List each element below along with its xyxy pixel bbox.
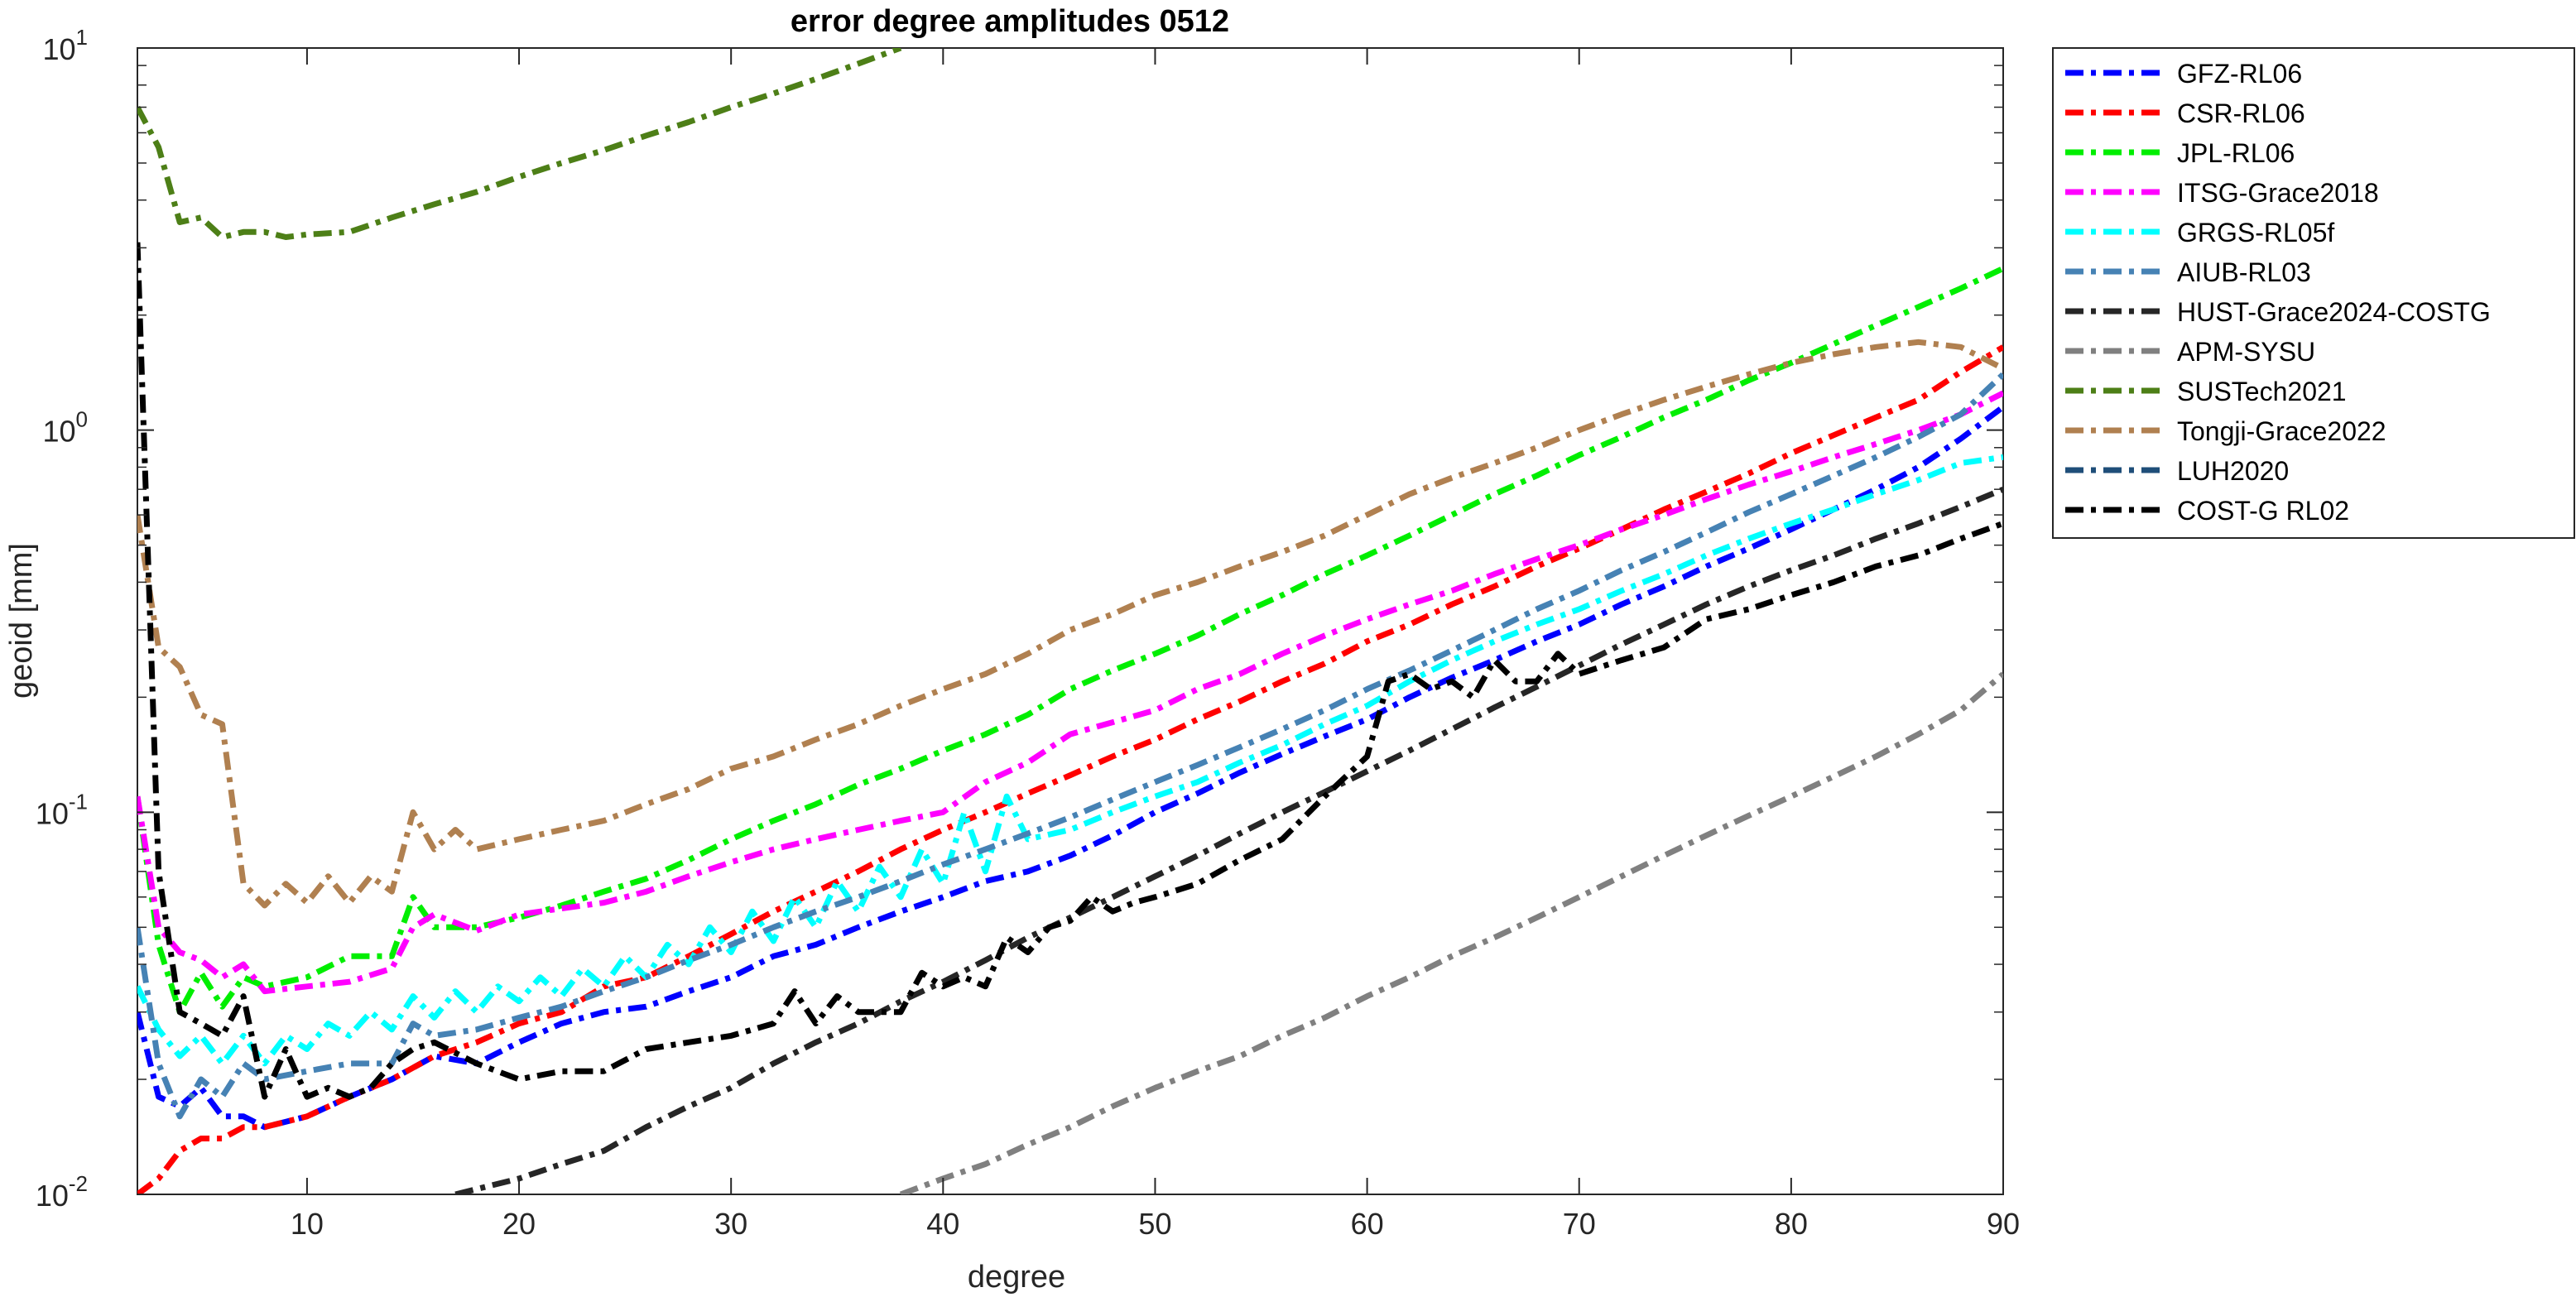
legend-label-1: CSR-RL06 bbox=[2177, 98, 2305, 128]
legend-label-2: JPL-RL06 bbox=[2177, 138, 2295, 168]
x-tick-label: 40 bbox=[926, 1207, 959, 1241]
x-tick-label: 80 bbox=[1775, 1207, 1808, 1241]
x-tick-label: 70 bbox=[1563, 1207, 1596, 1241]
series-line-9 bbox=[137, 339, 2003, 909]
y-tick-base: 10 bbox=[42, 32, 75, 66]
x-tick-label: 60 bbox=[1351, 1207, 1384, 1241]
y-tick-label: 10-2 bbox=[36, 1171, 88, 1213]
legend-label-8: SUSTech2021 bbox=[2177, 377, 2347, 406]
y-tick-base: 10 bbox=[42, 415, 75, 449]
y-tick-base: 10 bbox=[36, 796, 69, 830]
chart-title: error degree amplitudes 0512 bbox=[791, 4, 1229, 39]
series-line-7 bbox=[899, 671, 2003, 1194]
x-tick-label: 30 bbox=[714, 1207, 747, 1241]
y-tick-label: 100 bbox=[42, 407, 88, 449]
x-tick-label: 90 bbox=[1987, 1207, 2020, 1241]
series-line-8 bbox=[137, 48, 902, 240]
legend-label-4: GRGS-RL05f bbox=[2177, 218, 2334, 247]
series-line-2 bbox=[137, 266, 2003, 1016]
legend-label-7: APM-SYSU bbox=[2177, 337, 2315, 367]
legend-box bbox=[2052, 47, 2575, 539]
y-tick-exponent: 1 bbox=[76, 25, 88, 50]
plot-area bbox=[137, 47, 2004, 1195]
y-tick-exponent: -2 bbox=[69, 1171, 88, 1196]
y-tick-label: 10-1 bbox=[36, 789, 88, 830]
legend-label-0: GFZ-RL06 bbox=[2177, 59, 2302, 89]
legend-label-3: ITSG-Grace2018 bbox=[2177, 178, 2379, 208]
series-line-4 bbox=[137, 454, 2003, 1067]
series-line-6 bbox=[454, 486, 2003, 1194]
y-axis-label: geoid [mm] bbox=[4, 543, 39, 699]
legend-label-10: LUH2020 bbox=[2177, 456, 2289, 486]
legend-label-9: Tongji-Grace2022 bbox=[2177, 416, 2386, 446]
y-tick-exponent: 0 bbox=[76, 407, 88, 432]
series-line-11 bbox=[137, 242, 2003, 1100]
x-tick-label: 50 bbox=[1138, 1207, 1171, 1241]
y-tick-exponent: -1 bbox=[69, 789, 88, 814]
legend-label-6: HUST-Grace2024-COSTG bbox=[2177, 297, 2491, 327]
series-layer bbox=[137, 48, 2003, 1194]
series-line-3 bbox=[137, 390, 2003, 995]
x-tick-label: 20 bbox=[502, 1207, 536, 1241]
legend-label-11: COST-G RL02 bbox=[2177, 496, 2349, 526]
y-tick-label: 101 bbox=[42, 25, 88, 66]
legend: GFZ-RL06 CSR-RL06 JPL-RL06 ITSG-Grace2018 GR… bbox=[2052, 47, 2575, 539]
series-line-5 bbox=[137, 372, 2003, 1120]
legend-label-5: AIUB-RL03 bbox=[2177, 257, 2311, 287]
y-tick-base: 10 bbox=[36, 1179, 69, 1213]
x-tick-label: 10 bbox=[291, 1207, 324, 1241]
x-axis-label: degree bbox=[968, 1260, 1065, 1295]
